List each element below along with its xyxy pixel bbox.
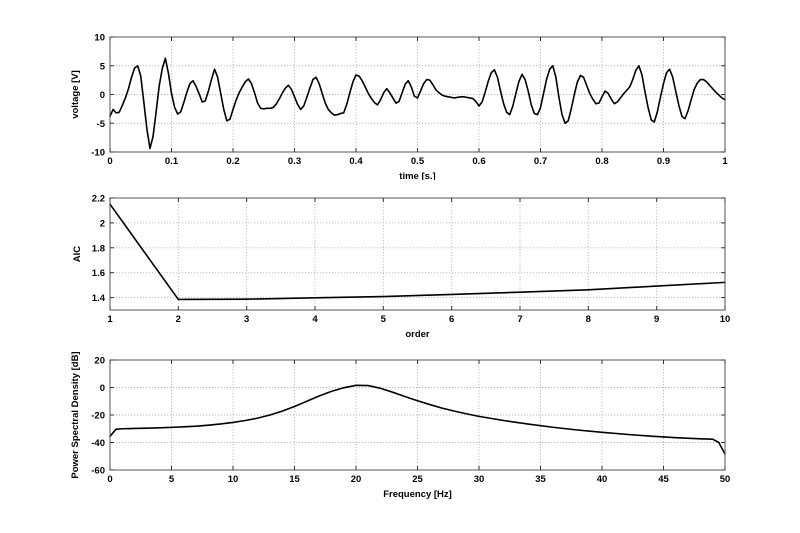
x-tick-label: 10 — [228, 474, 239, 485]
x-tick-label: 0.1 — [165, 156, 179, 167]
y-tick-label: -60 — [91, 466, 105, 477]
y-tick-label: 5 — [100, 61, 106, 72]
y-tick-label: 0 — [100, 90, 105, 101]
x-tick-label: 9 — [654, 314, 659, 325]
x-tick-label: 35 — [535, 474, 546, 485]
x-tick-label: 40 — [597, 474, 608, 485]
x-tick-label: 25 — [412, 474, 423, 485]
axes-frame — [109, 197, 726, 311]
aic-plot: 1 2 3 4 5 6 7 8 9 10 1.4 1.6 1.8 2 2.2 order AIC — [72, 194, 731, 341]
x-tick-label: 0.8 — [595, 156, 608, 167]
y-axis-label: Power Spectral Density [dB] — [70, 351, 81, 478]
panel-time-series: 0 0.1 0.2 0.3 0.4 0.5 0.6 0.7 0.8 0.9 1 -10 -5 0 5 10 ti… — [0, 0, 800, 181]
time-series-plot: 0 0.1 0.2 0.3 0.4 0.5 0.6 0.7 0.8 0.9 1 -10 -5 0 5 10 ti… — [70, 33, 728, 181]
x-tick-label: 30 — [474, 474, 485, 485]
y-axis-label: AIC — [72, 246, 83, 263]
x-tick-label: 45 — [658, 474, 669, 485]
x-tick-label: 0.7 — [534, 156, 547, 167]
y-axis-label: voltage [V] — [70, 70, 81, 119]
y-tick-label: -20 — [91, 411, 105, 422]
y-tick-label: 1.8 — [92, 243, 105, 254]
y-tick-label: -5 — [97, 119, 106, 130]
panel-psd: 0 5 10 15 20 25 30 35 40 45 50 -60 -40 -20 0 20 Frequenc… — [0, 343, 800, 533]
x-tick-label: 0.5 — [411, 156, 425, 167]
x-axis-label: order — [405, 329, 430, 340]
y-tick-label: 1.6 — [92, 268, 105, 279]
x-tick-label: 0.6 — [472, 156, 485, 167]
x-tick-label: 0.2 — [226, 156, 239, 167]
y-tick-label: 20 — [94, 356, 105, 367]
x-tick-label: 20 — [351, 474, 362, 485]
x-tick-label: 0.9 — [657, 156, 670, 167]
y-tick-label: 2 — [100, 218, 105, 229]
x-tick-label: 6 — [449, 314, 454, 325]
x-tick-label: 4 — [312, 314, 318, 325]
x-tick-label: 7 — [517, 314, 522, 325]
x-tick-label: 15 — [289, 474, 300, 485]
x-tick-label: 50 — [720, 474, 731, 485]
x-tick-label: 8 — [586, 314, 591, 325]
x-tick-label: 0 — [107, 474, 112, 485]
x-tick-label: 0.3 — [288, 156, 301, 167]
data-series-line — [109, 203, 726, 301]
x-tick-label: 5 — [169, 474, 175, 485]
x-tick-label: 2 — [176, 314, 181, 325]
panel-aic: 1 2 3 4 5 6 7 8 9 10 1.4 1.6 1.8 2 2.2 order AIC — [0, 178, 800, 343]
x-axis-label: time [s.] — [399, 171, 435, 180]
data-series-line — [109, 384, 726, 455]
psd-plot: 0 5 10 15 20 25 30 35 40 45 50 -60 -40 -20 0 20 Frequenc… — [70, 351, 731, 500]
x-tick-label: 0 — [107, 156, 112, 167]
x-tick-label: 1 — [722, 156, 728, 167]
x-tick-label: 3 — [244, 314, 249, 325]
y-tick-label: 10 — [94, 33, 105, 44]
y-tick-label: 2.2 — [92, 194, 105, 205]
x-tick-label: 1 — [107, 314, 113, 325]
y-tick-label: 0 — [100, 383, 105, 394]
data-series-line — [109, 57, 726, 150]
y-tick-label: -40 — [91, 438, 105, 449]
x-tick-label: 10 — [720, 314, 731, 325]
x-axis-label: Frequency [Hz] — [383, 489, 452, 500]
x-tick-label: 0.4 — [349, 156, 363, 167]
x-tick-label: 5 — [381, 314, 387, 325]
y-tick-label: -10 — [91, 148, 105, 159]
y-tick-label: 1.4 — [92, 293, 106, 304]
